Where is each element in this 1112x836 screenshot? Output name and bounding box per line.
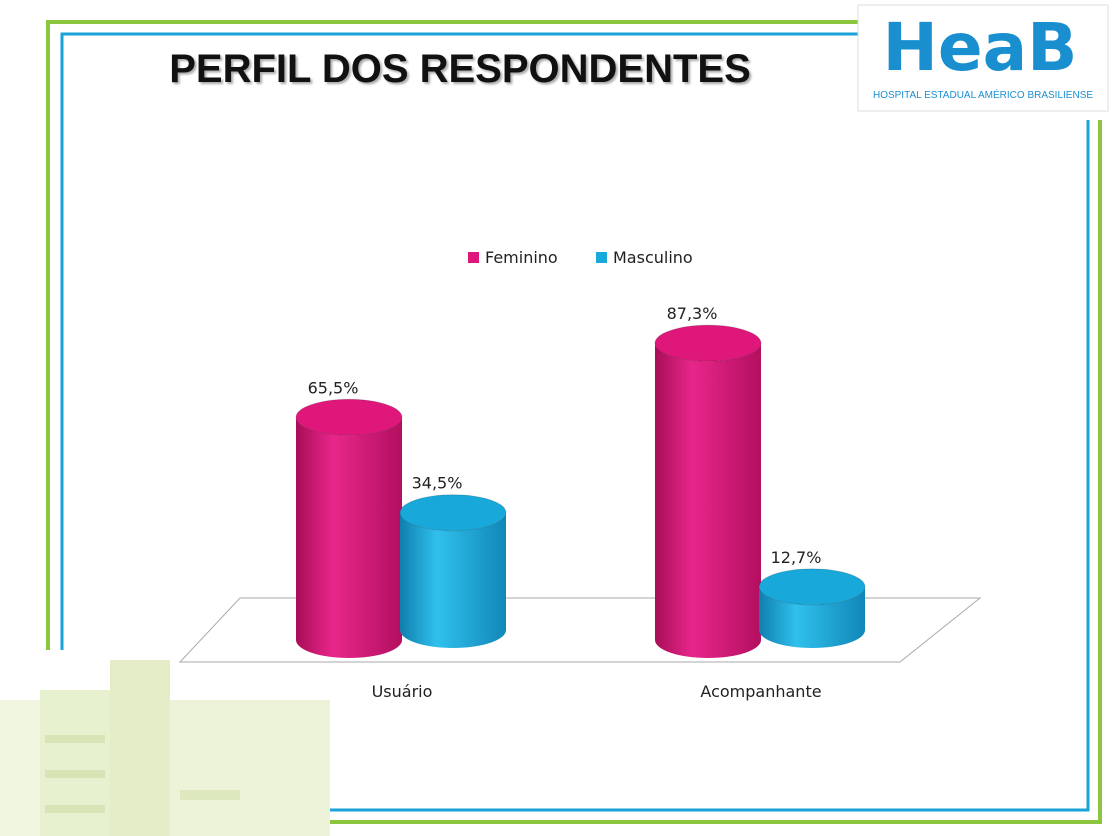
bar [655, 343, 761, 658]
bar-top [295, 398, 403, 436]
data-label: 34,5% [412, 474, 463, 493]
bar-top [654, 324, 762, 362]
cylinder [758, 568, 866, 648]
bar [400, 512, 506, 648]
legend-label: Masculino [613, 248, 693, 267]
bar-top [758, 568, 866, 606]
chart-title: PERFIL DOS RESPONDENTES [169, 47, 751, 91]
bar [759, 586, 865, 648]
data-label: 87,3% [667, 304, 718, 323]
logo-name: HeaB [883, 9, 1078, 86]
legend-swatch [596, 252, 607, 263]
legend-swatch [468, 252, 479, 263]
data-label: 12,7% [771, 548, 822, 567]
logo: HeaB HOSPITAL ESTADUAL AMÉRICO BRASILIEN… [857, 4, 1109, 112]
frame [46, 20, 1102, 824]
x-tick-label: Usuário [372, 682, 433, 701]
building-illustration [0, 660, 330, 836]
cylinder [295, 398, 403, 658]
x-tick-label: Acompanhante [700, 682, 821, 701]
bar-top [399, 494, 507, 532]
logo-subtitle: HOSPITAL ESTADUAL AMÉRICO BRASILIENSE [873, 88, 1093, 101]
bar [296, 417, 402, 658]
legend-label: Feminino [485, 248, 558, 267]
cylinder [399, 494, 507, 648]
data-label: 65,5% [308, 378, 359, 397]
cylinder [654, 324, 762, 658]
